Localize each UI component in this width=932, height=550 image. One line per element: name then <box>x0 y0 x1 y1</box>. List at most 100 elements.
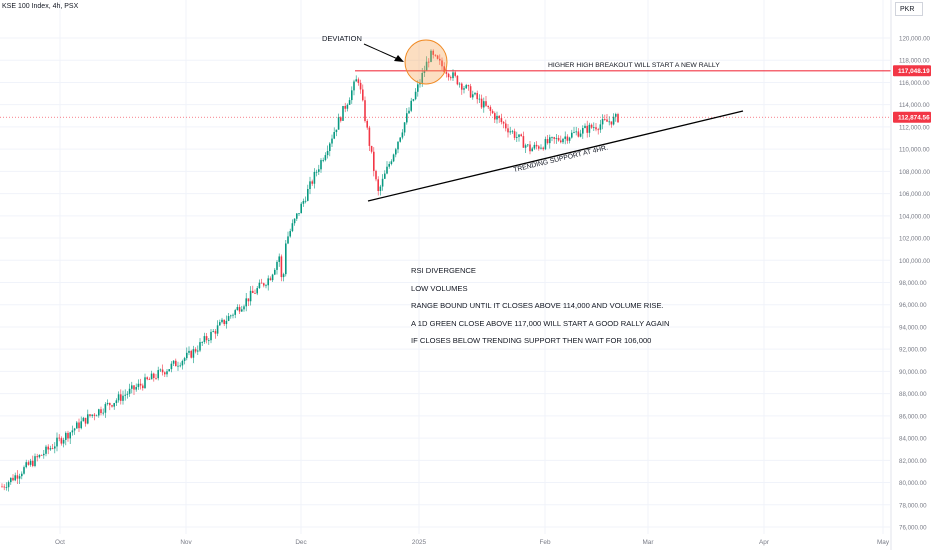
breakout-label: HIGHER HIGH BREAKOUT WILL START A NEW RA… <box>548 62 720 69</box>
candle-body <box>188 350 190 353</box>
candle-body <box>223 319 225 325</box>
candle-body <box>197 350 199 352</box>
note-line: RANGE BOUND UNTIL IT CLOSES ABOVE 114,00… <box>411 301 664 310</box>
candle-body <box>179 365 181 367</box>
candle-body <box>417 84 419 92</box>
y-tick-label: 100,000.00 <box>899 258 931 265</box>
candle-body <box>423 70 426 73</box>
deviation-circle[interactable] <box>404 39 448 85</box>
candle-body <box>216 325 219 334</box>
candle-body <box>192 349 195 358</box>
y-tick-label: 86,000.00 <box>899 413 927 420</box>
candle-body <box>353 81 355 91</box>
candle-body <box>544 139 547 150</box>
candles-series <box>1 49 619 492</box>
y-tick-label: 118,000.00 <box>899 58 930 65</box>
candle-body <box>518 134 520 137</box>
candle-body <box>535 144 538 147</box>
deviation-arrow[interactable] <box>363 43 401 61</box>
candle-body <box>520 134 522 137</box>
candle-body <box>113 403 115 407</box>
y-tick-label: 84,000.00 <box>899 436 927 443</box>
candle-body <box>54 446 56 449</box>
candle-body <box>137 383 140 388</box>
candle-body <box>181 360 184 366</box>
candle-body <box>230 315 232 317</box>
candle-body <box>29 460 32 465</box>
candle-body <box>278 256 280 262</box>
currency-button[interactable]: PKR <box>895 2 923 16</box>
candle-body <box>527 144 529 146</box>
candle-body <box>593 127 595 129</box>
candle-body <box>254 292 256 294</box>
candle-body <box>439 58 441 61</box>
candle-body <box>227 316 230 321</box>
candle-body <box>131 385 133 389</box>
candle-body <box>40 454 43 456</box>
candle-body <box>104 404 107 413</box>
candle-body <box>183 358 186 361</box>
y-tick-label: 112,000.00 <box>899 124 930 131</box>
candle-body <box>304 200 307 202</box>
candle-body <box>7 482 10 488</box>
candle-body <box>331 138 333 144</box>
candle-body <box>590 124 593 128</box>
candle-body <box>274 269 276 275</box>
y-tick-label: 92,000.00 <box>899 347 927 354</box>
candle-body <box>234 310 236 315</box>
candle-body <box>399 137 401 142</box>
candle-body <box>575 131 577 133</box>
candle-body <box>456 75 459 85</box>
candle-body <box>443 66 445 73</box>
candle-body <box>133 385 135 390</box>
candle-body <box>60 438 63 444</box>
x-tick-label: Feb <box>539 539 550 546</box>
candle-body <box>214 331 217 334</box>
candle-body <box>425 61 428 71</box>
candle-body <box>498 115 500 119</box>
price-axis[interactable]: 76,000.00 78,000.00 80,000.00 82,000.00 84,0… <box>890 0 931 550</box>
candle-body <box>32 460 34 466</box>
y-tick-label: 82,000.00 <box>899 458 927 465</box>
candle-body <box>392 154 395 162</box>
price-label-text: 117,048.19 <box>898 68 930 75</box>
y-tick-label: 110,000.00 <box>899 147 930 154</box>
candle-body <box>111 405 113 407</box>
candle-body <box>315 171 318 173</box>
note-line: A 1D GREEN CLOSE ABOVE 117,000 WILL STAR… <box>411 318 670 328</box>
candle-body <box>150 373 153 380</box>
candle-body <box>344 106 346 109</box>
candle-body <box>395 149 397 155</box>
time-axis[interactable]: Oct Nov Dec 2025 Feb Mar Apr May <box>55 539 890 546</box>
candle-body <box>190 350 192 358</box>
trending-support-line[interactable] <box>367 110 744 202</box>
candle-body <box>269 278 272 281</box>
candle-body <box>549 137 551 144</box>
candle-body <box>491 110 494 114</box>
price-label-box <box>893 111 931 123</box>
candle-body <box>513 131 516 138</box>
x-tick-label: Apr <box>759 539 770 546</box>
candle-body <box>91 414 93 416</box>
candle-body <box>408 110 410 114</box>
candle-body <box>542 147 544 150</box>
candle-body <box>65 432 67 440</box>
candle-body <box>381 178 384 187</box>
candle-body <box>604 119 606 120</box>
candle-body <box>500 118 503 123</box>
candle-body <box>463 88 465 90</box>
candle-body <box>263 283 265 286</box>
candle-body <box>109 402 111 406</box>
candle-body <box>267 278 269 286</box>
candle-body <box>384 173 386 179</box>
y-tick-label: 94,000.00 <box>899 324 927 331</box>
candle-body <box>164 372 166 375</box>
candle-body <box>524 145 527 148</box>
y-tick-label: 120,000.00 <box>899 36 931 43</box>
note-line: LOW VOLUMES <box>411 283 468 293</box>
candle-body <box>355 79 357 82</box>
candle-body <box>260 282 263 284</box>
candle-body <box>236 307 239 311</box>
x-tick-label: Nov <box>180 539 192 546</box>
